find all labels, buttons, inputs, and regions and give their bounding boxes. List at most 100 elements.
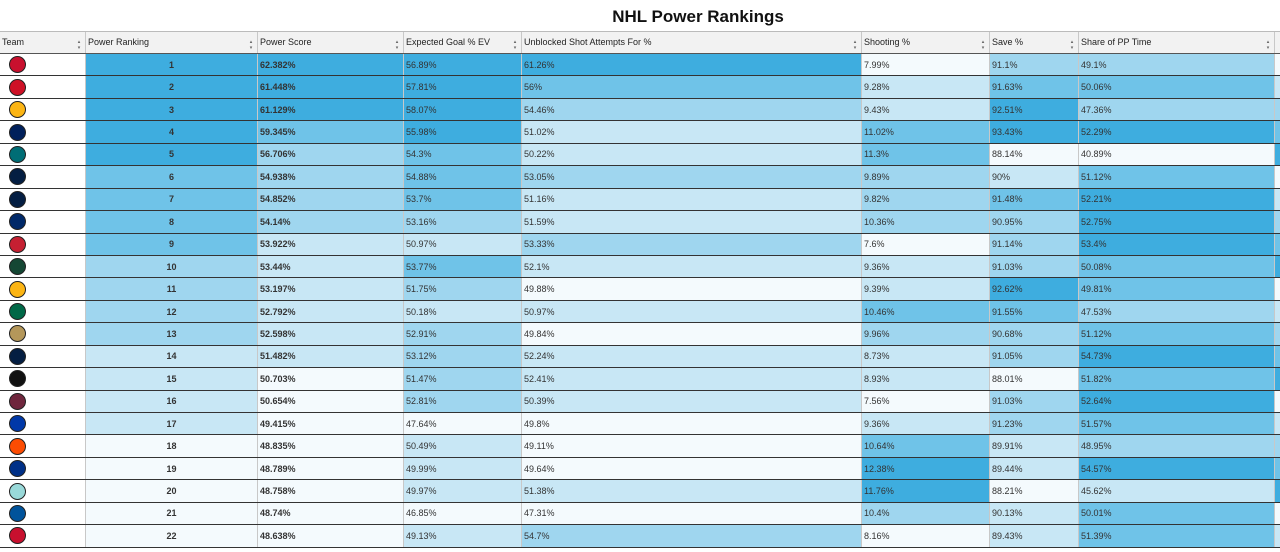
table-row: 1 62.382% 56.89% 61.26% 7.99% 91.1% 49.1% <box>0 54 1280 77</box>
team-logo <box>9 504 26 522</box>
column-header[interactable]: Team <box>0 32 86 53</box>
cut-cell <box>1275 323 1280 345</box>
cut-cell <box>1275 480 1280 502</box>
table-cell: 54.7% <box>522 525 862 547</box>
table-cell: 48.789% <box>258 457 404 480</box>
table-cell: 1 <box>86 54 258 76</box>
table-cell: 91.05% <box>990 345 1079 368</box>
table-cell: 89.91% <box>990 435 1079 457</box>
column-header-cut <box>1275 32 1280 53</box>
table-cell: 53.16% <box>404 211 522 233</box>
cut-cell <box>1275 98 1280 121</box>
team-logo <box>9 168 26 186</box>
table-cell: 51.12% <box>1079 323 1275 345</box>
team-logo <box>9 78 26 96</box>
table-cell: 11.3% <box>862 143 990 166</box>
table-cell: 53.4% <box>1079 233 1275 255</box>
table-cell: 90.95% <box>990 211 1079 233</box>
cut-cell <box>1275 390 1280 412</box>
table-cell: 49.84% <box>522 323 862 345</box>
table-cell: 47.53% <box>1079 300 1275 323</box>
team-logo <box>9 235 26 253</box>
cut-cell <box>1275 188 1280 211</box>
team-logo <box>9 123 26 141</box>
table-row: 14 51.482% 53.12% 52.24% 8.73% 91.05% 54.73% <box>0 345 1280 369</box>
column-header[interactable]: Share of PP Time <box>1079 32 1275 53</box>
team-cell <box>0 278 86 300</box>
table-cell: 8.16% <box>862 525 990 547</box>
table-cell: 18 <box>86 435 258 457</box>
team-cell <box>0 211 86 233</box>
team-logo <box>9 56 26 74</box>
table-cell: 53.197% <box>258 278 404 300</box>
table-cell: 91.55% <box>990 300 1079 323</box>
cut-cell <box>1275 278 1280 300</box>
table-cell: 48.758% <box>258 480 404 502</box>
column-header[interactable]: Expected Goal % EV <box>404 32 522 53</box>
table-cell: 8.73% <box>862 345 990 368</box>
table-cell: 5 <box>86 143 258 166</box>
table-row: 5 56.706% 54.3% 50.22% 11.3% 88.14% 40.89% <box>0 143 1280 167</box>
table-cell: 53.05% <box>522 166 862 188</box>
table-cell: 92.62% <box>990 278 1079 300</box>
team-cell <box>0 413 86 435</box>
table-cell: 9.82% <box>862 188 990 211</box>
table-cell: 55.98% <box>404 121 522 143</box>
table-cell: 49.88% <box>522 278 862 300</box>
table-cell: 3 <box>86 98 258 121</box>
table-cell: 50.08% <box>1079 255 1275 278</box>
column-header[interactable]: Power Ranking <box>86 32 258 53</box>
table-cell: 52.64% <box>1079 390 1275 412</box>
cut-cell <box>1275 233 1280 255</box>
table-cell: 48.95% <box>1079 435 1275 457</box>
table-cell: 49.97% <box>404 480 522 502</box>
table-cell: 47.31% <box>522 502 862 525</box>
table-cell: 54.73% <box>1079 345 1275 368</box>
team-logo <box>9 190 26 208</box>
table-cell: 49.8% <box>522 413 862 435</box>
table-row: 9 53.922% 50.97% 53.33% 7.6% 91.14% 53.4% <box>0 233 1280 256</box>
table-cell: 13 <box>86 323 258 345</box>
table-cell: 51.39% <box>1079 525 1275 547</box>
table-cell: 52.24% <box>522 345 862 368</box>
table-row: 21 48.74% 46.85% 47.31% 10.4% 90.13% 50.01% <box>0 502 1280 526</box>
table-row: 12 52.792% 50.18% 50.97% 10.46% 91.55% 47.53% <box>0 300 1280 324</box>
table-cell: 90% <box>990 166 1079 188</box>
cut-cell <box>1275 525 1280 547</box>
column-header[interactable]: Power Score <box>258 32 404 53</box>
column-header[interactable]: Save % <box>990 32 1079 53</box>
table-cell: 10.4% <box>862 502 990 525</box>
column-header[interactable]: Shooting % <box>862 32 990 53</box>
cut-cell <box>1275 211 1280 233</box>
table-cell: 9.43% <box>862 98 990 121</box>
table-cell: 19 <box>86 457 258 480</box>
table-cell: 50.49% <box>404 435 522 457</box>
table-cell: 91.48% <box>990 188 1079 211</box>
table-cell: 88.01% <box>990 368 1079 390</box>
table-cell: 9.39% <box>862 278 990 300</box>
cut-cell <box>1275 368 1280 390</box>
table-cell: 7.56% <box>862 390 990 412</box>
table-cell: 90.68% <box>990 323 1079 345</box>
table-cell: 54.57% <box>1079 457 1275 480</box>
table-cell: 52.792% <box>258 300 404 323</box>
table-cell: 52.21% <box>1079 188 1275 211</box>
table-cell: 50.654% <box>258 390 404 412</box>
table-cell: 21 <box>86 502 258 525</box>
table-cell: 52.75% <box>1079 211 1275 233</box>
table-cell: 49.99% <box>404 457 522 480</box>
table-cell: 89.44% <box>990 457 1079 480</box>
table-cell: 88.14% <box>990 143 1079 166</box>
table-cell: 61.26% <box>522 54 862 76</box>
table-cell: 61.448% <box>258 76 404 98</box>
column-header[interactable]: Unblocked Shot Attempts For % <box>522 32 862 53</box>
team-cell <box>0 166 86 188</box>
cut-cell <box>1275 166 1280 188</box>
table-cell: 50.18% <box>404 300 522 323</box>
table-cell: 90.13% <box>990 502 1079 525</box>
team-cell <box>0 390 86 412</box>
table-row: 18 48.835% 50.49% 49.11% 10.64% 89.91% 48.95% <box>0 435 1280 458</box>
table-cell: 47.36% <box>1079 98 1275 121</box>
table-cell: 4 <box>86 121 258 143</box>
table-cell: 52.1% <box>522 255 862 278</box>
